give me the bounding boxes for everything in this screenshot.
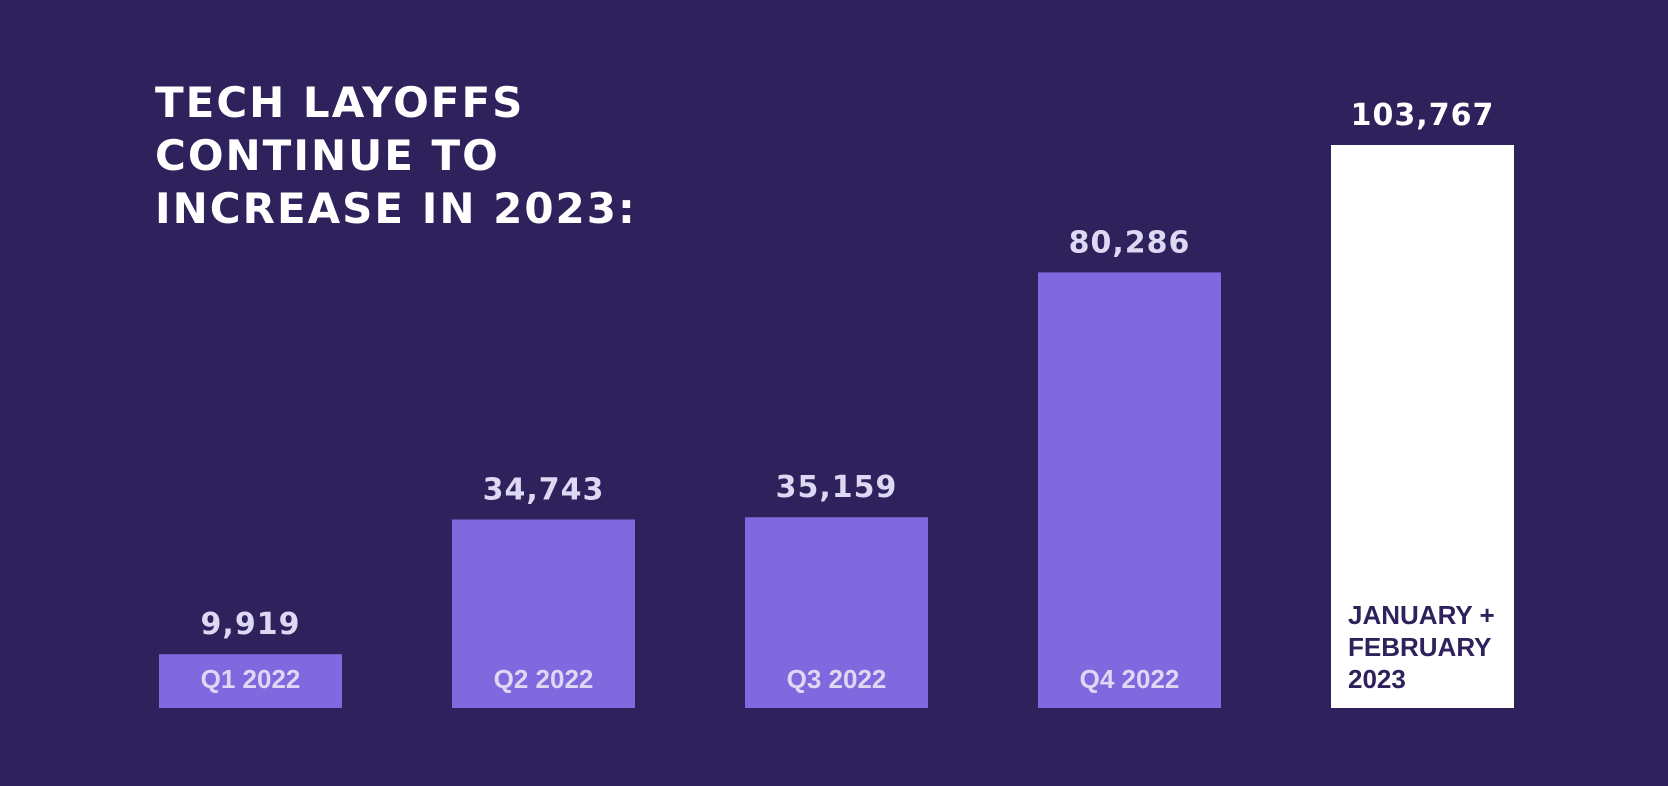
bar-group: 80,286 Q4 2022 [1038, 225, 1221, 708]
bar-category-label: Q1 2022 [201, 664, 301, 694]
bar-category-label: Q3 2022 [787, 664, 887, 694]
bar [745, 517, 928, 708]
bar-value-label: 35,159 [776, 470, 898, 505]
bar-group: 34,743 Q2 2022 [452, 472, 635, 708]
bar-group: 103,767 JANUARY + FEBRUARY 2023 [1331, 98, 1514, 708]
bar-category-label-line: JANUARY + [1348, 600, 1495, 630]
bar-value-label: 9,919 [201, 607, 301, 642]
bar [159, 654, 342, 708]
bar [1331, 145, 1514, 708]
bar-category-label-line: Q2 2022 [494, 664, 594, 694]
bar [452, 519, 635, 708]
bar-value-label: 103,767 [1351, 98, 1495, 133]
bar-category-label-line: FEBRUARY [1348, 632, 1491, 662]
bar-category-label: Q2 2022 [494, 664, 594, 694]
bar-category-label-line: Q1 2022 [201, 664, 301, 694]
bar-category-label-line: Q3 2022 [787, 664, 887, 694]
bar-group: 9,919 Q1 2022 [159, 607, 342, 708]
bar-value-label: 34,743 [483, 472, 605, 507]
chart-title: TECH LAYOFFS CONTINUE TO INCREASE IN 202… [155, 78, 637, 233]
bar-category-label: Q4 2022 [1080, 664, 1180, 694]
bar [1038, 272, 1221, 708]
bar-group: 35,159 Q3 2022 [745, 470, 928, 708]
bar-value-label: 80,286 [1069, 225, 1191, 260]
bar-category-label-line: Q4 2022 [1080, 664, 1180, 694]
bar-category-label-line: 2023 [1348, 664, 1406, 694]
bar-category-label: JANUARY + FEBRUARY 2023 [1348, 600, 1495, 694]
